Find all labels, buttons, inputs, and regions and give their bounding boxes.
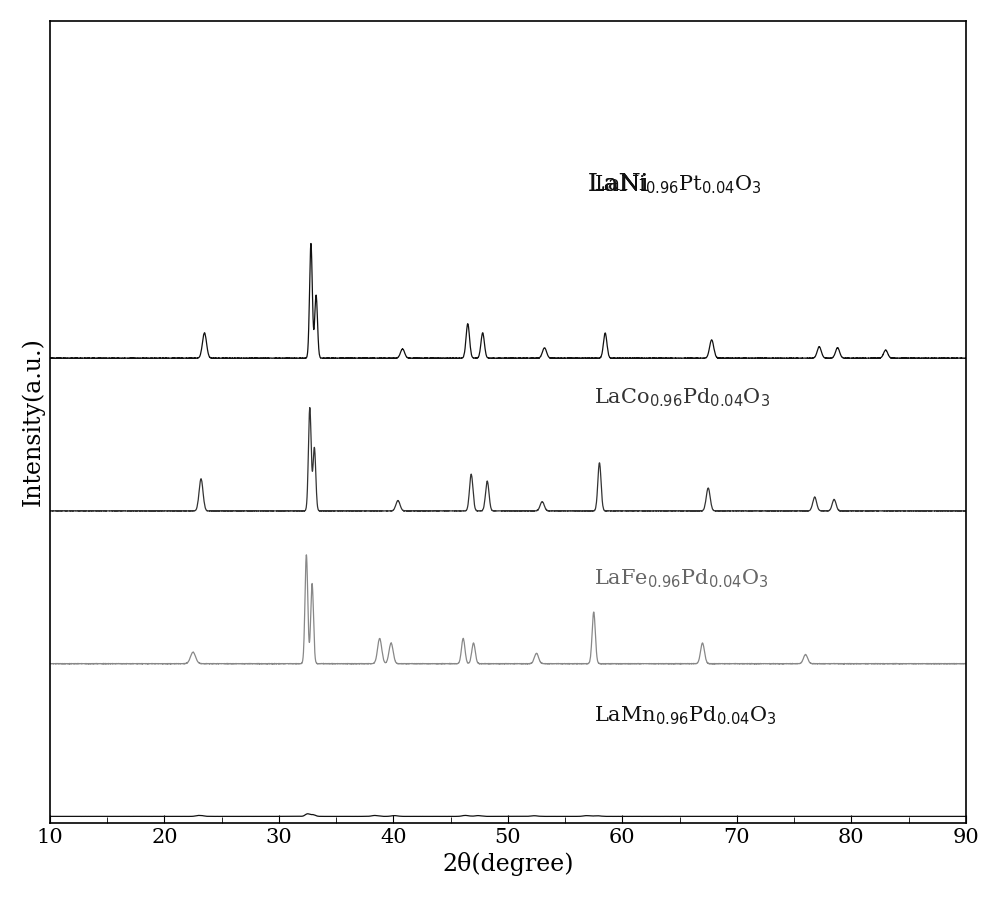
Text: LaMn$_{0.96}$Pd$_{0.04}$O$_3$: LaMn$_{0.96}$Pd$_{0.04}$O$_3$	[594, 705, 776, 727]
Y-axis label: Intensity(a.u.): Intensity(a.u.)	[21, 337, 44, 506]
X-axis label: 2θ(degree): 2θ(degree)	[442, 852, 574, 876]
Text: LaNi: LaNi	[588, 173, 649, 196]
Text: LaNi$_{0.96}$Pt$_{0.04}$O$_3$: LaNi$_{0.96}$Pt$_{0.04}$O$_3$	[594, 173, 761, 196]
Text: LaFe$_{0.96}$Pd$_{0.04}$O$_3$: LaFe$_{0.96}$Pd$_{0.04}$O$_3$	[594, 568, 768, 590]
Text: LaCo$_{0.96}$Pd$_{0.04}$O$_3$: LaCo$_{0.96}$Pd$_{0.04}$O$_3$	[594, 387, 770, 409]
Text: LaNi: LaNi	[588, 173, 649, 196]
